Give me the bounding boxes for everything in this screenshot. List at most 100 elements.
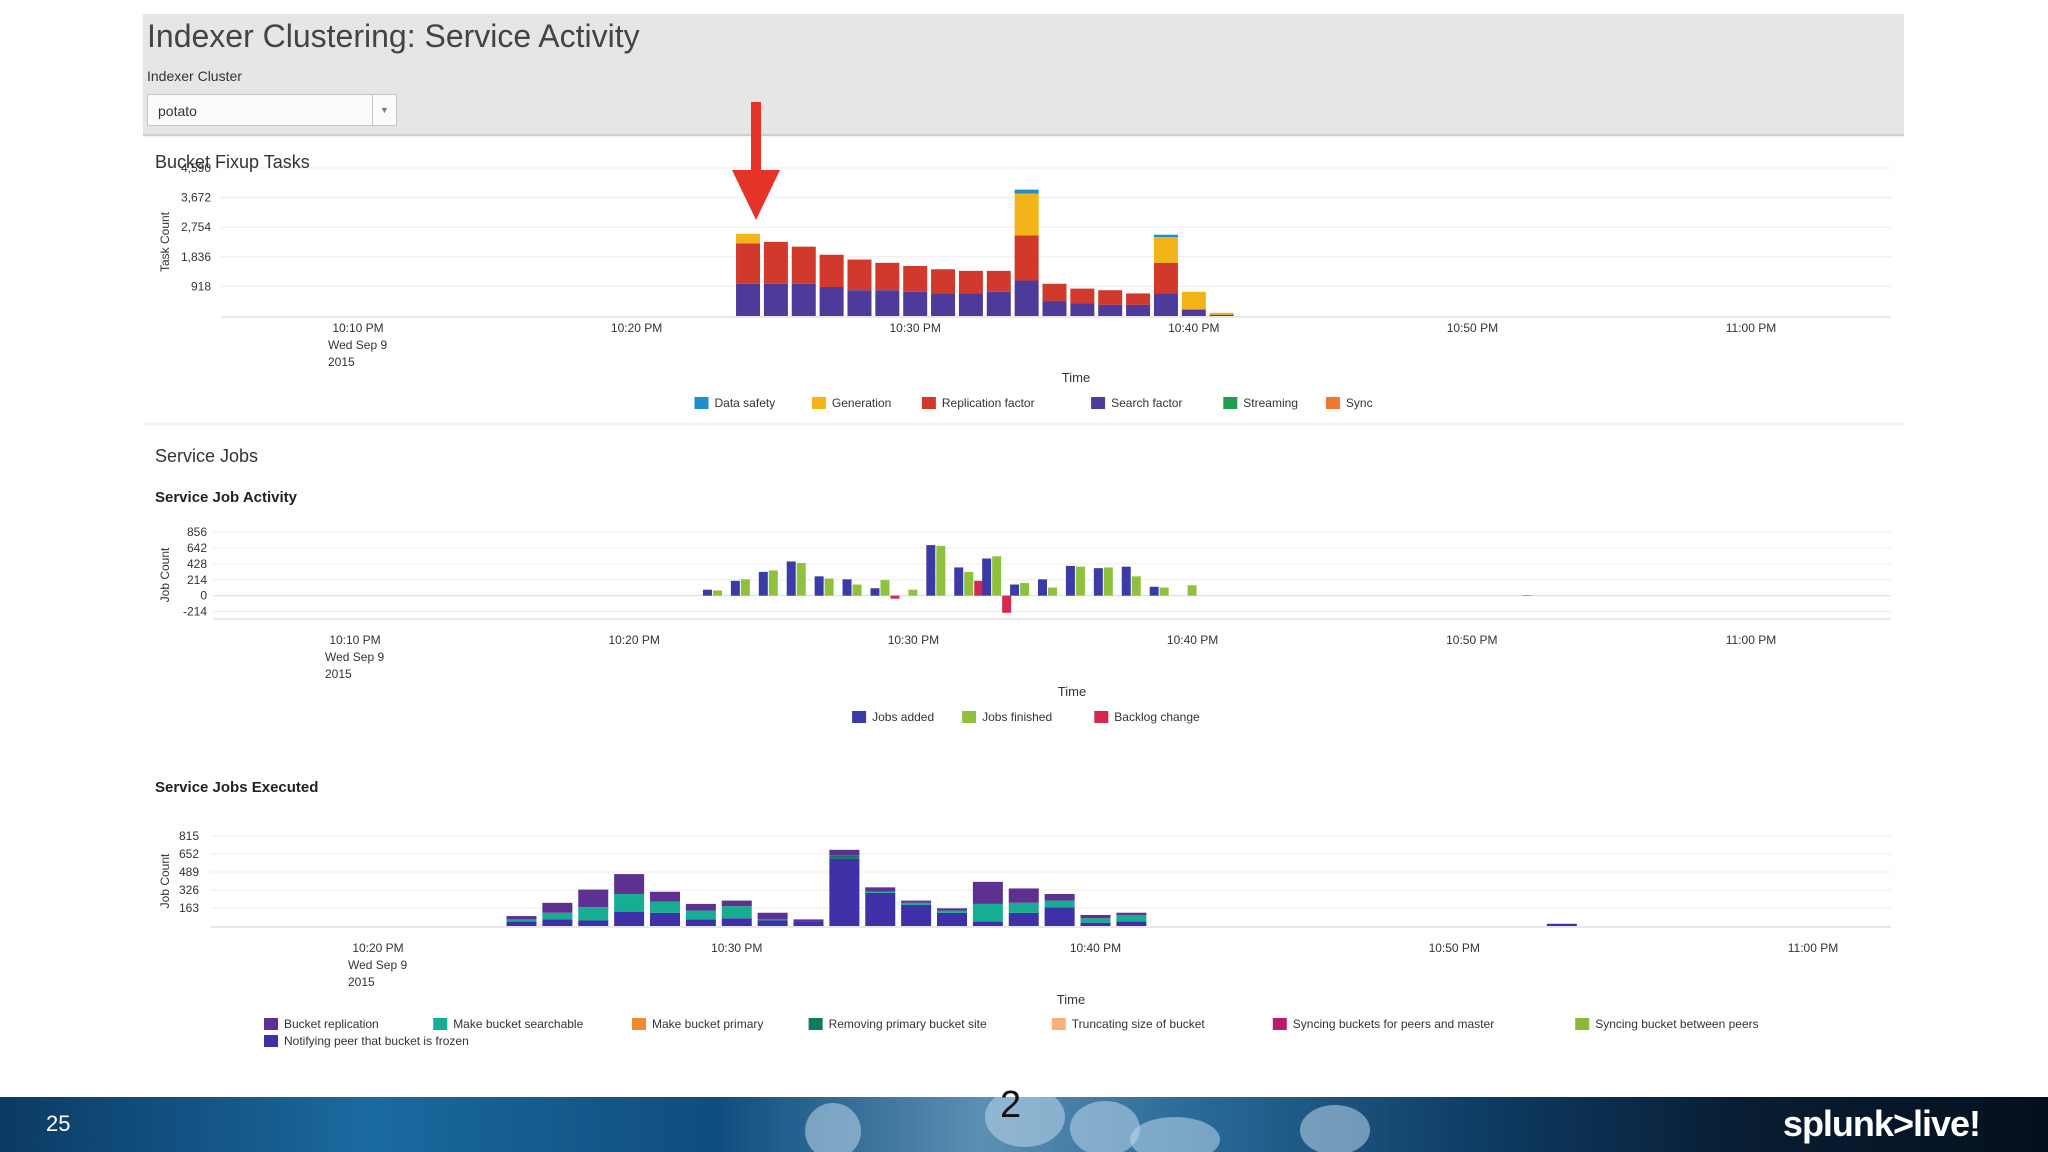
bar-make-bucket-searchable (578, 907, 609, 921)
y-tick-label: 489 (179, 865, 199, 879)
bar-jobs-finished (1075, 566, 1085, 596)
x-tick-label: 10:20 PM (352, 941, 403, 955)
bar-jobs-added (1121, 566, 1131, 596)
legend-swatch (1325, 397, 1340, 409)
bar-make-bucket-searchable (542, 912, 573, 920)
bar-jobs-added (982, 558, 992, 596)
bar-generation (1014, 193, 1039, 236)
legend-label: Replication factor (942, 396, 1035, 410)
bar-jobs-finished (1048, 587, 1057, 596)
legend-swatch (264, 1035, 278, 1047)
legend-label: Syncing bucket between peers (1595, 1017, 1758, 1031)
bar-jobs-added (1065, 565, 1075, 596)
x-tick-label: 10:30 PM (888, 633, 939, 647)
bar-search-factor (1042, 301, 1067, 316)
x-tick-label: 10:50 PM (1429, 941, 1480, 955)
bar-replication-factor (986, 270, 1011, 292)
bar-jobs-added (1149, 586, 1159, 596)
bar-removing-primary-bucket-site (829, 855, 860, 859)
bar-search-factor (1070, 303, 1095, 316)
bar-jobs-added (926, 545, 936, 596)
red-arrow-shaft (751, 102, 761, 172)
bar-bucket-replication (650, 891, 680, 902)
bar-jobs-finished (1103, 567, 1113, 596)
bar-jobs-finished (796, 562, 806, 596)
bar-jobs-added (1038, 579, 1047, 596)
legend-swatch (632, 1018, 646, 1030)
bar-jobs-added (702, 589, 712, 596)
x-tick-label: 2015 (348, 975, 375, 989)
x-tick-label: 10:50 PM (1446, 633, 1497, 647)
legend-label: Removing primary bucket site (829, 1017, 987, 1031)
red-arrow-head (732, 170, 780, 220)
bar-make-bucket-searchable (937, 910, 967, 913)
bar-jobs-finished (964, 571, 974, 596)
y-tick-label: 856 (187, 525, 207, 539)
bar-search-factor (875, 290, 900, 316)
bar-search-factor (1126, 304, 1151, 316)
bar-replication-factor (819, 254, 844, 287)
bar-bucket-replication (972, 881, 1003, 904)
service-job-activity-chart: 856 642 428 214 0 -214 Job Count 10:10 PM Wed Se… (158, 525, 1891, 724)
bar-make-bucket-searchable (865, 891, 896, 893)
legend-swatch (852, 711, 867, 723)
bar-search-factor (847, 290, 872, 316)
bar-notifying-peer-that-bucket-is-frozen (578, 920, 609, 926)
x-tick-label: 2015 (325, 667, 352, 681)
bar-make-bucket-searchable (1080, 918, 1111, 923)
bar-jobs-added (870, 588, 880, 596)
bar-notifying-peer-that-bucket-is-frozen (793, 921, 824, 926)
x-tick-label: 10:50 PM (1447, 321, 1498, 335)
indexer-cluster-dropdown[interactable]: potato ▼ (147, 94, 397, 126)
bar-make-bucket-searchable (1044, 900, 1075, 908)
bar-replication-factor (1070, 288, 1095, 304)
bar-backlog-change (974, 580, 984, 596)
legend-label: Search factor (1111, 396, 1182, 410)
y-tick-label: 652 (179, 847, 199, 861)
x-tick-label: 10:40 PM (1168, 321, 1219, 335)
x-tick-label: Wed Sep 9 (328, 338, 387, 352)
y-tick-label: 326 (179, 883, 199, 897)
bar-notifying-peer-that-bucket-is-frozen (614, 911, 645, 926)
service-jobs-executed-chart: 815 652 489 326 163 Job Count 10:20 PM Wed Sep … (158, 829, 1891, 1048)
y-axis-label: Job Count (158, 547, 172, 602)
bar-replication-factor (1042, 283, 1067, 302)
dashboard: Indexer Clustering: Service Activity Ind… (143, 14, 1904, 1096)
y-tick-label: 642 (187, 541, 207, 555)
bar-jobs-finished (1187, 585, 1197, 596)
bar-replication-factor (958, 270, 983, 294)
bar-bucket-replication (757, 912, 788, 920)
legend-label: Jobs added (872, 710, 934, 724)
dashboard-title: Indexer Clustering: Service Activity (147, 18, 640, 54)
x-axis-title: Time (1058, 684, 1086, 699)
legend-label: Generation (832, 396, 891, 410)
bar-notifying-peer-that-bucket-is-frozen (685, 919, 716, 926)
bar-bucket-replication (865, 887, 896, 892)
bar-jobs-added (1093, 568, 1103, 596)
bar-bucket-replication (937, 908, 967, 911)
y-tick-label: 1,836 (181, 250, 211, 264)
legend-label: Notifying peer that bucket is frozen (284, 1034, 469, 1048)
red-arrow-annotation (732, 102, 780, 220)
legend-swatch (962, 711, 977, 723)
chevron-down-icon[interactable]: ▼ (372, 95, 396, 125)
y-tick-label: 0 (200, 589, 207, 603)
bar-make-bucket-searchable (972, 903, 1003, 922)
bar-jobs-finished (1522, 594, 1532, 596)
footer-decoration (1130, 1117, 1220, 1152)
bar-search-factor (763, 283, 788, 316)
legend-label: Make bucket searchable (453, 1017, 583, 1031)
bar-bucket-replication (1080, 914, 1111, 919)
bar-bucket-replication (578, 889, 609, 908)
bar-search-factor (791, 283, 816, 316)
bar-jobs-finished (824, 578, 834, 596)
legend-swatch (921, 397, 936, 409)
bar-jobs-finished (880, 580, 890, 596)
y-tick-label: -214 (183, 605, 207, 619)
bar-jobs-added (730, 580, 740, 596)
bar-replication-factor (903, 266, 928, 292)
x-tick-label: 10:20 PM (609, 633, 660, 647)
bar-bucket-replication (829, 849, 860, 856)
bar-replication-factor (791, 246, 816, 284)
bar-bucket-replication (542, 902, 573, 913)
